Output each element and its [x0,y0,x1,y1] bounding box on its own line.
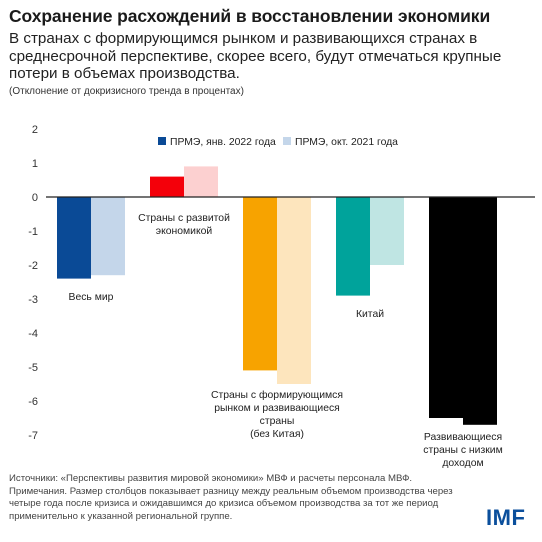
category-label-line: Страны с развитой [138,213,230,224]
notes-text: Примечания. Размер столбцов показывает р… [9,485,453,522]
bar-jan2022-1 [150,176,184,197]
category-label: Страны с формирующимся рынком и развивающ… [211,389,343,440]
category-label-line: страны с низким [423,445,503,456]
bar-jan2022-3 [336,197,370,296]
y-tick-label: -7 [28,430,38,442]
category-label-line: страны [260,416,295,427]
y-tick-label: 0 [32,192,38,204]
y-tick-label: -6 [28,396,38,408]
y-tick-label: -1 [28,226,38,238]
category-label-line: рынком и развивающиеся [214,403,340,414]
category-label-line: Весь мир [69,292,114,303]
category-label: Весь мир [69,292,114,303]
category-label: Китай [356,309,384,320]
bar-oct2021-1 [184,166,218,197]
bar-oct2021-0 [91,197,125,276]
category-label-line: Развивающиеся [424,432,502,443]
category-label-line: доходом [442,458,483,469]
y-tick-label: -4 [28,328,38,340]
sources-text: Источники: «Перспективы развития мировой… [9,473,413,484]
y-tick-label: -2 [28,260,38,272]
y-tick-label: -5 [28,362,38,374]
legend-label-oct2021: ПРМЭ, окт. 2021 года [295,137,398,148]
legend-swatch-oct2021 [283,137,291,145]
category-label: Страны с развитой экономикой [138,213,230,237]
bar-oct2021-2 [277,197,311,384]
category-label-line: (без Китая) [250,428,304,440]
bar-oct2021-4 [463,197,497,425]
legend-swatch-jan2022 [158,137,166,145]
imf-logo: IMF [486,505,526,530]
bar-chart: 2 1 0 -1 -2 -3 -4 -5 -6 -7 Весь мир Страны с развит… [28,124,535,469]
y-tick-label: -3 [28,294,38,306]
category-label-line: Страны с формирующимся [211,389,343,401]
bar-jan2022-2 [243,197,277,371]
source-notes: Источники: «Перспективы развития мировой… [9,473,479,523]
chart-title: Сохранение расхождений в восстановлении … [9,6,491,26]
bar-oct2021-3 [370,197,404,265]
chart-subtitle: В странах с формирующимся рынком и разви… [9,30,502,82]
y-tick-label: 2 [32,124,38,136]
category-label-line: Китай [356,309,384,320]
bar-jan2022-4 [429,197,463,418]
bar-jan2022-0 [57,197,91,279]
category-label: Развивающиеся страны с низким доходом [423,432,503,469]
legend-label-jan2022: ПРМЭ, янв. 2022 года [170,137,276,148]
category-label-line: экономикой [156,226,213,237]
units-note: (Отклонение от докризисного тренда в про… [9,86,244,97]
y-tick-label: 1 [32,158,38,170]
